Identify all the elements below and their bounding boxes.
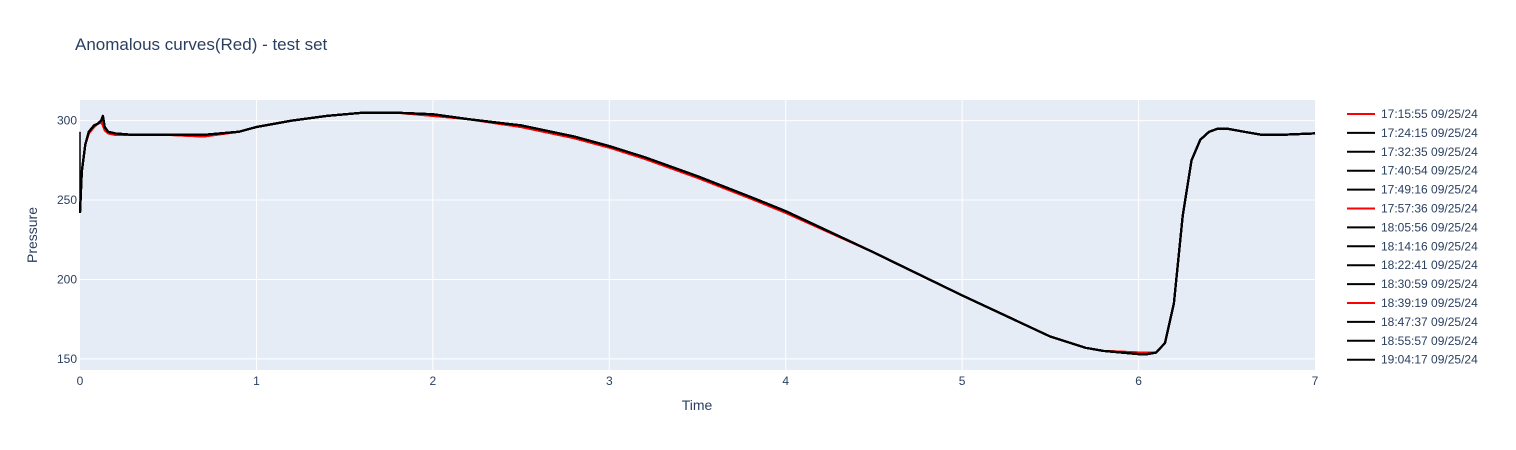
legend-item[interactable]: 18:39:19 09/25/24 xyxy=(1347,296,1478,310)
y-axis-title: Pressure xyxy=(24,207,40,263)
legend-label: 18:39:19 09/25/24 xyxy=(1381,296,1478,310)
legend-item[interactable]: 18:47:37 09/25/24 xyxy=(1347,315,1478,329)
x-axis-title: Time xyxy=(682,397,713,413)
legend-label: 18:55:57 09/25/24 xyxy=(1381,334,1478,348)
chart-title: Anomalous curves(Red) - test set xyxy=(75,35,328,54)
legend-item[interactable]: 17:15:55 09/25/24 xyxy=(1347,107,1478,121)
legend: 17:15:55 09/25/24 17:24:15 09/25/24 17:32:… xyxy=(1347,107,1478,367)
legend-item[interactable]: 17:57:36 09/25/24 xyxy=(1347,202,1478,216)
grid-lines xyxy=(80,100,1315,370)
legend-item[interactable]: 18:22:41 09/25/24 xyxy=(1347,258,1478,272)
x-tick-label: 6 xyxy=(1135,374,1142,388)
legend-label: 18:22:41 09/25/24 xyxy=(1381,258,1478,272)
series-line xyxy=(79,111,1316,356)
legend-item[interactable]: 18:30:59 09/25/24 xyxy=(1347,277,1478,291)
legend-item[interactable]: 19:04:17 09/25/24 xyxy=(1347,353,1478,367)
legend-item[interactable]: 18:55:57 09/25/24 xyxy=(1347,334,1478,348)
legend-label: 17:49:16 09/25/24 xyxy=(1381,183,1478,197)
x-tick-label: 2 xyxy=(430,374,437,388)
legend-label: 19:04:17 09/25/24 xyxy=(1381,353,1478,367)
x-tick-label: 5 xyxy=(959,374,966,388)
y-tick-label: 250 xyxy=(57,193,77,207)
legend-item[interactable]: 17:49:16 09/25/24 xyxy=(1347,183,1478,197)
legend-item[interactable]: 17:32:35 09/25/24 xyxy=(1347,145,1478,159)
axis-ticks: 0 1 2 3 4 5 6 7 150 200 250 300 xyxy=(57,114,1319,388)
x-tick-label: 1 xyxy=(253,374,260,388)
legend-item[interactable]: 18:05:56 09/25/24 xyxy=(1347,220,1478,234)
legend-label: 17:24:15 09/25/24 xyxy=(1381,126,1478,140)
legend-label: 17:40:54 09/25/24 xyxy=(1381,164,1478,178)
x-tick-label: 3 xyxy=(606,374,613,388)
x-tick-label: 0 xyxy=(77,374,84,388)
y-tick-label: 150 xyxy=(57,352,77,366)
legend-label: 17:57:36 09/25/24 xyxy=(1381,202,1478,216)
legend-item[interactable]: 17:40:54 09/25/24 xyxy=(1347,164,1478,178)
y-tick-label: 300 xyxy=(57,114,77,128)
legend-label: 18:14:16 09/25/24 xyxy=(1381,239,1478,253)
legend-label: 17:32:35 09/25/24 xyxy=(1381,145,1478,159)
x-tick-label: 4 xyxy=(782,374,789,388)
y-tick-label: 200 xyxy=(57,272,77,286)
legend-label: 18:05:56 09/25/24 xyxy=(1381,220,1478,234)
plot-area xyxy=(80,100,1315,370)
x-tick-label: 7 xyxy=(1312,374,1319,388)
legend-label: 18:30:59 09/25/24 xyxy=(1381,277,1478,291)
legend-item[interactable]: 18:14:16 09/25/24 xyxy=(1347,239,1478,253)
legend-item[interactable]: 17:24:15 09/25/24 xyxy=(1347,126,1478,140)
legend-label: 18:47:37 09/25/24 xyxy=(1381,315,1478,329)
legend-label: 17:15:55 09/25/24 xyxy=(1381,107,1478,121)
series-lines xyxy=(79,111,1316,356)
